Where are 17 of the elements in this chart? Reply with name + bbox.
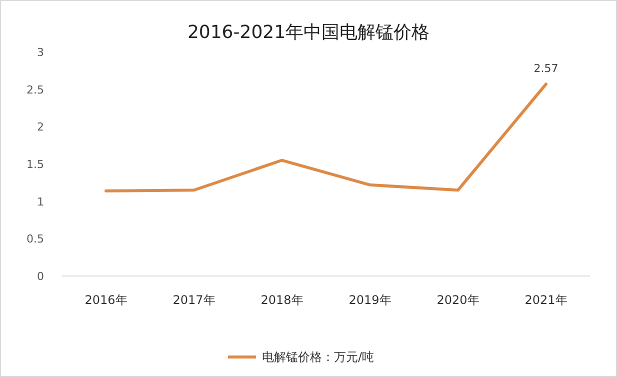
x-tick-label: 2017年 [172,293,216,307]
y-tick-label: 1 [37,195,44,208]
title: 2016-2021年中国电解锰价格 [187,22,430,43]
y-tick-label: 2.5 [26,83,44,96]
x-tick-label: 2018年 [260,293,304,307]
x-tick-label: 2016年 [84,293,128,307]
data-label: 2.57 [534,62,558,76]
y-tick-label: 2 [37,120,44,134]
x-tick-label: 2021年 [524,293,568,307]
x-tick-label: 2019年 [348,293,392,307]
y-tick-label: 3 [37,46,44,59]
legend-label: 电解锰价格：万元/吨 [262,350,374,364]
y-tick-label: 0 [37,270,44,283]
line-series [104,82,548,192]
y-tick-label: 0.5 [26,232,44,246]
x-tick-label: 2020年 [436,293,480,307]
y-tick-label: 1.5 [26,158,44,171]
